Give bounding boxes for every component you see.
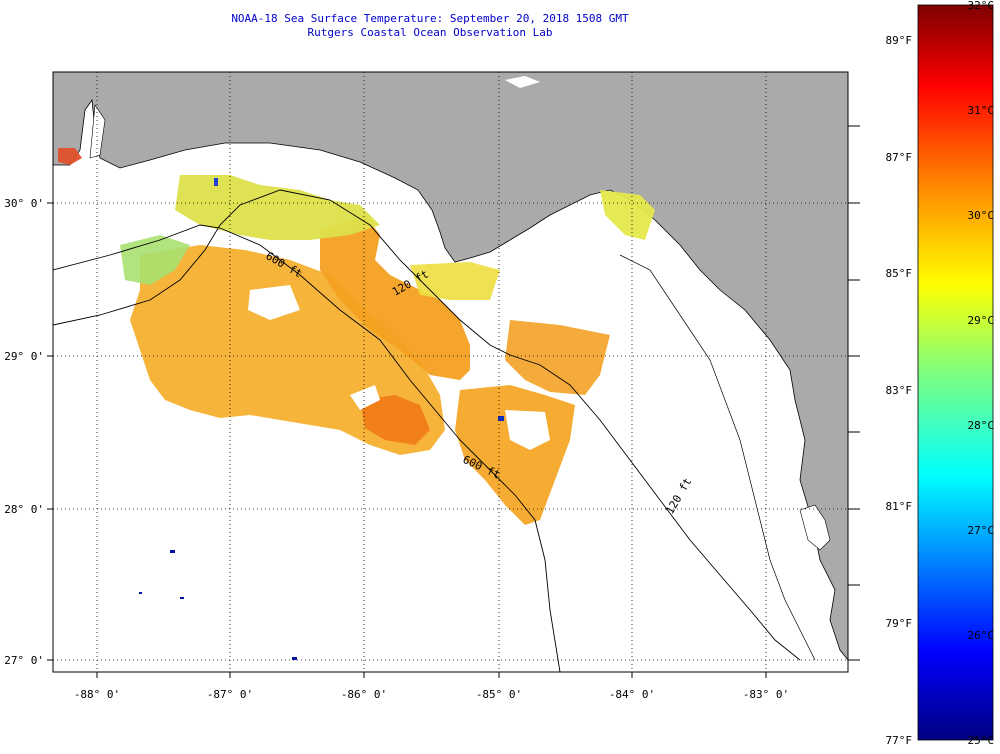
longitude-label: -85° 0' [476,688,522,701]
land-mass [53,72,848,661]
sst-cold-pixel [180,597,184,599]
colorbar-fahrenheit-label: 85°F [886,267,913,280]
sst-patch-bigbend [600,190,655,240]
colorbar-fahrenheit-label: 79°F [886,617,913,630]
latitude-label: 27° 0' [4,654,44,667]
sst-cold-pixel [214,178,218,186]
sst-data-layer [58,148,655,660]
lake [505,76,540,88]
latitude-label: 29° 0' [4,350,44,363]
isobath-coastal [619,254,816,661]
colorbar-celsius-label: 32°C [968,0,995,12]
graticule [53,72,848,672]
colorbar-celsius-label: 30°C [968,209,995,222]
colorbar-celsius-label: 26°C [968,629,995,642]
sst-gap [248,285,300,320]
colorbar-fahrenheit-label: 89°F [886,34,913,47]
isobath-120ft [53,189,801,661]
longitude-label: -84° 0' [609,688,655,701]
sst-gap [350,385,380,410]
sst-cold-pixel [498,416,504,421]
sst-cold-pixel [292,657,297,660]
colorbar-celsius-label: 31°C [968,104,995,117]
frame-ticks [47,125,860,678]
latitude-label: 30° 0' [4,197,44,210]
map-frame [52,71,849,673]
sst-patch-east [505,320,610,395]
chart-subtitle: Rutgers Coastal Ocean Observation Lab [307,26,553,39]
bay [89,104,106,159]
colorbar-fahrenheit-label: 81°F [886,500,913,513]
colorbar [917,4,994,741]
chart-title: NOAA-18 Sea Surface Temperature: Septemb… [231,12,629,25]
isobath-600ft [53,224,561,672]
colorbar-celsius-label: 27°C [968,524,995,537]
colorbar-fahrenheit-label: 77°F [886,734,913,747]
sst-cold-pixel [139,592,142,594]
sst-patch-gulf-coast [410,262,500,300]
sst-patch-pensacola [58,148,82,165]
colorbar-celsius-label: 25°C [968,734,995,747]
sst-cold-pixel [170,550,175,553]
colorbar-celsius-label: 29°C [968,314,995,327]
colorbar-celsius-label: 28°C [968,419,995,432]
latitude-label: 28° 0' [4,503,44,516]
tampa-bay [799,504,831,551]
sst-patch-nearshore [175,175,380,240]
longitude-label: -87° 0' [207,688,253,701]
longitude-label: -88° 0' [74,688,120,701]
sst-patch-center [320,215,470,380]
sst-patch-greenish [120,235,190,285]
sst-gap [505,410,550,450]
colorbar-fahrenheit-label: 83°F [886,384,913,397]
longitude-label: -83° 0' [743,688,789,701]
colorbar-fahrenheit-label: 87°F [886,151,913,164]
longitude-label: -86° 0' [341,688,387,701]
sst-patch-warm [360,395,430,445]
